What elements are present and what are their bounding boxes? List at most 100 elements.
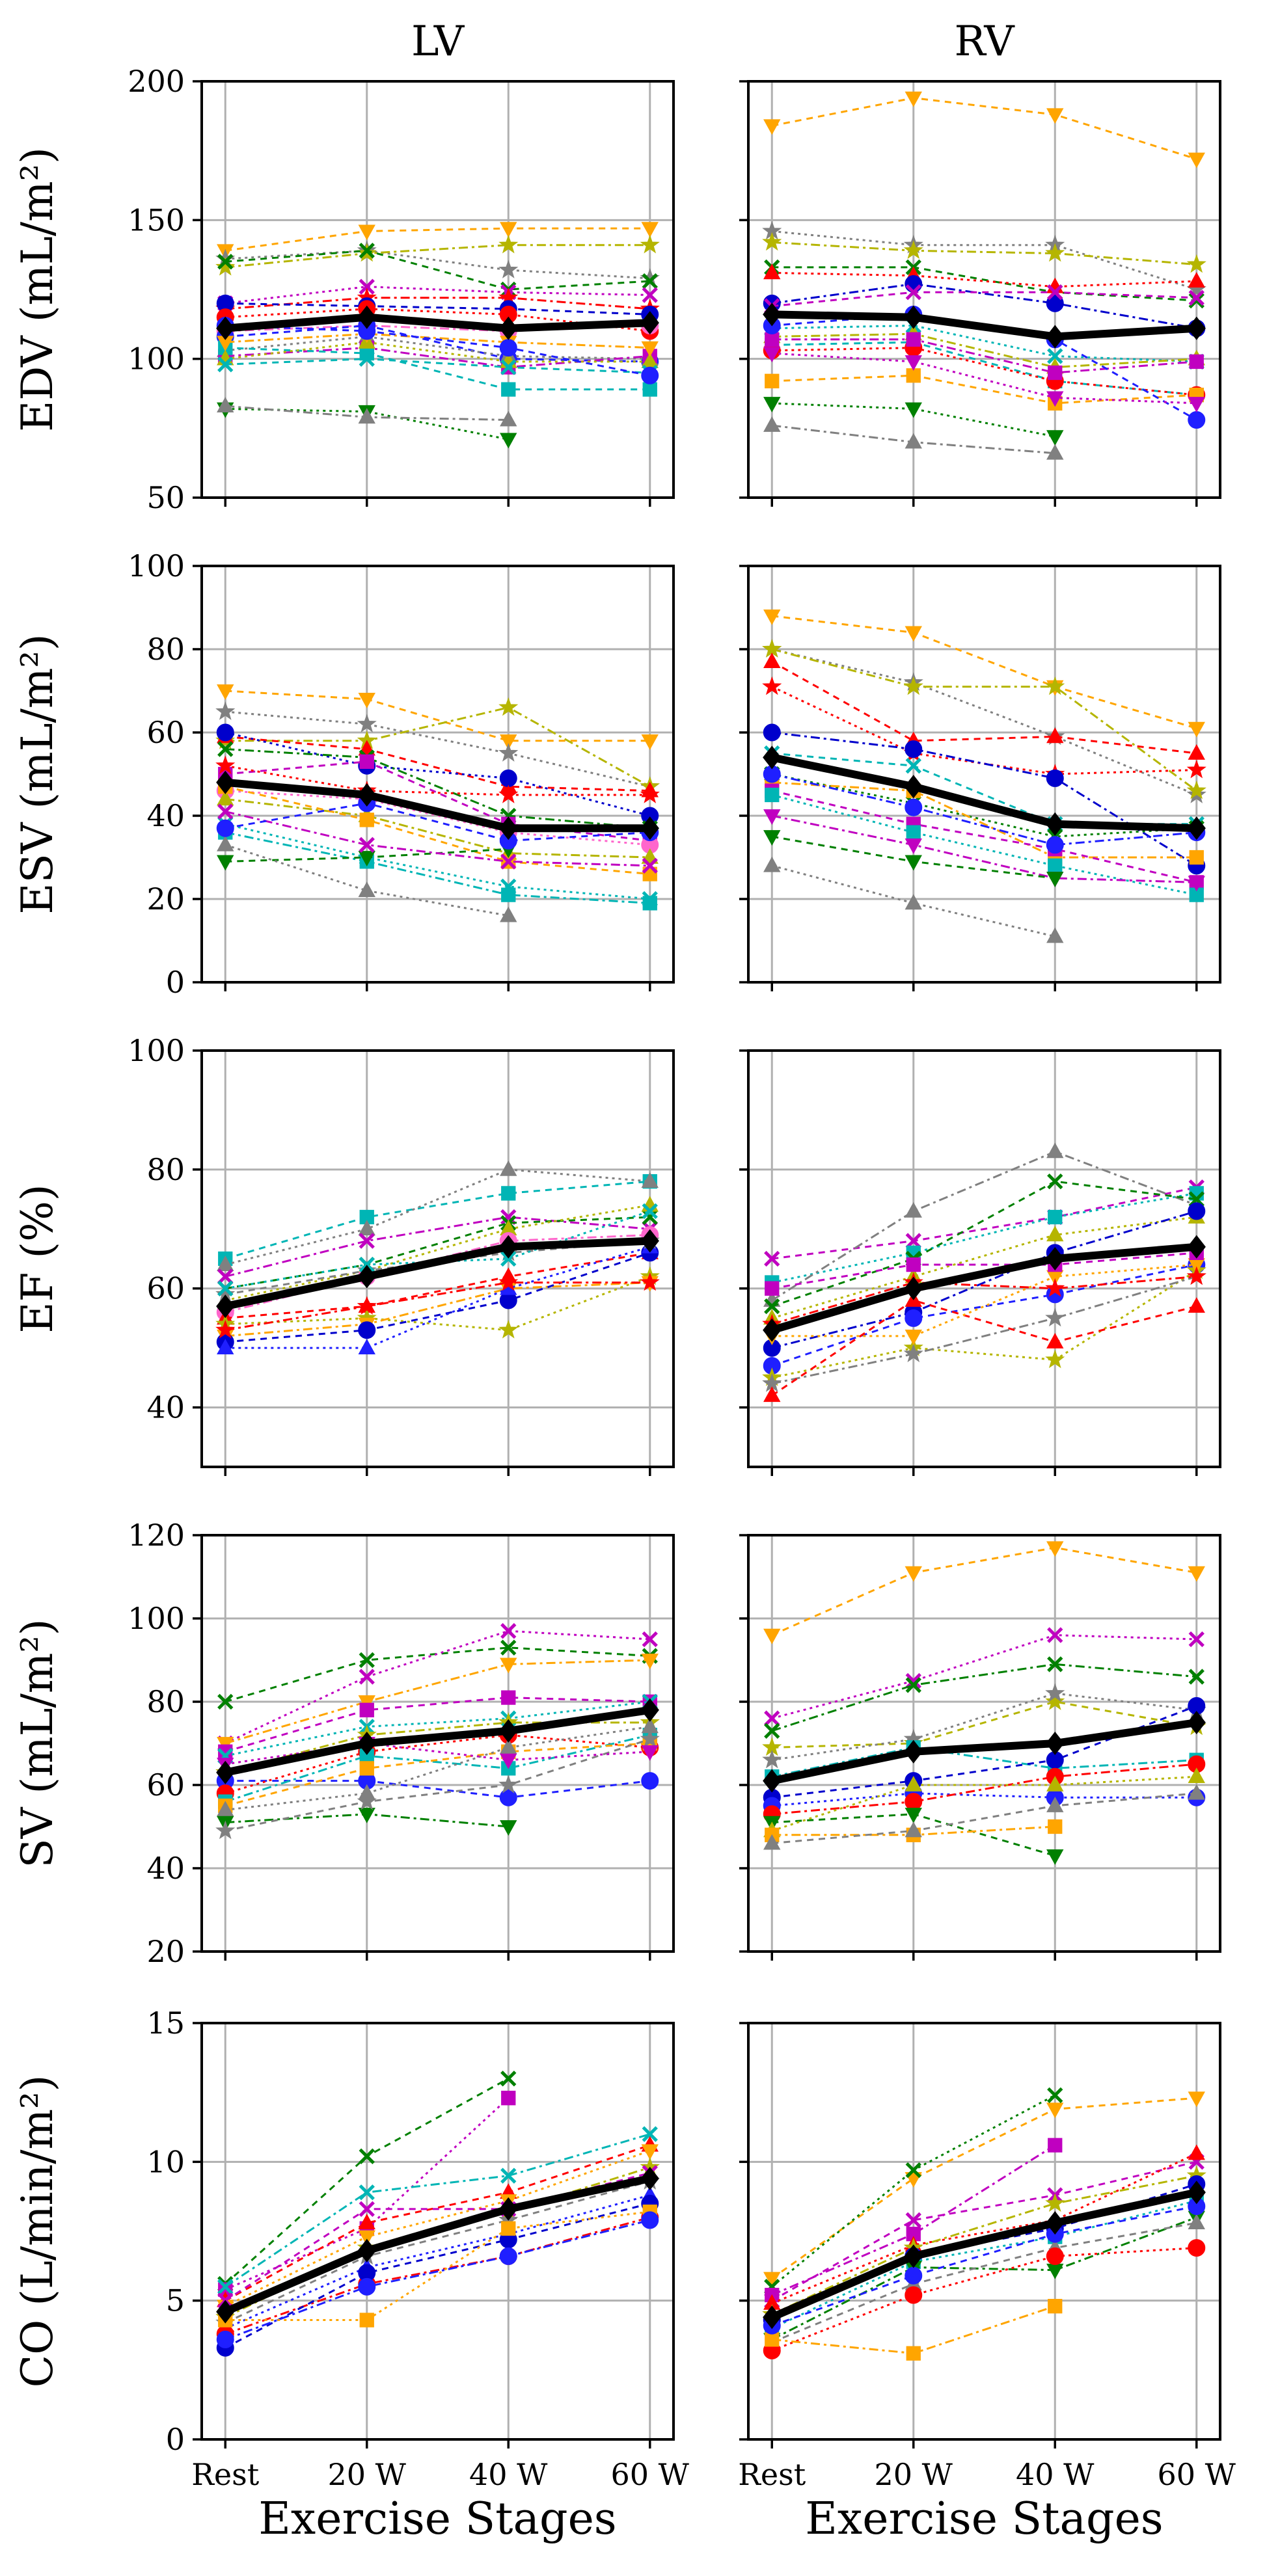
series-line — [225, 286, 650, 304]
series-point — [217, 1268, 234, 1285]
series-point — [358, 2277, 376, 2296]
series-line — [771, 686, 1197, 775]
y-axis-label: EDV (mL/m²) — [12, 147, 62, 432]
series-point — [357, 714, 377, 733]
series-line — [225, 347, 650, 391]
series-line — [225, 1697, 650, 1753]
series-point — [905, 740, 923, 758]
series-point — [498, 785, 519, 803]
series-point — [1046, 927, 1064, 943]
y-tick-label: 10 — [146, 2144, 185, 2179]
mean-point — [499, 1719, 518, 1743]
series-point — [905, 758, 921, 774]
series-line — [225, 1659, 650, 1745]
mean-line — [770, 1242, 1197, 1334]
series-point — [217, 790, 234, 806]
mean-point — [216, 2300, 235, 2324]
series-point — [762, 676, 782, 695]
mean-point — [1187, 816, 1206, 840]
mean-point — [357, 1731, 376, 1756]
mean-point — [1046, 2211, 1065, 2235]
series-line — [771, 648, 1197, 796]
series-point — [1188, 289, 1205, 306]
series-point — [359, 2313, 374, 2328]
series-point — [1046, 1849, 1064, 1865]
series-point — [216, 2330, 234, 2348]
series-point — [763, 2272, 781, 2288]
series-point — [905, 838, 922, 854]
series-point — [765, 332, 780, 347]
series-point — [217, 835, 234, 852]
series-line — [772, 402, 1055, 438]
series-line — [771, 1275, 1197, 1385]
series-line — [771, 1275, 1197, 1326]
axes-frame — [747, 2022, 1221, 2441]
mean-point — [357, 783, 376, 807]
series-line — [771, 2175, 1197, 2316]
series-line — [225, 790, 650, 846]
series-point — [217, 254, 234, 270]
series-point — [1045, 1308, 1065, 1327]
series-point — [1046, 108, 1064, 124]
series-point — [498, 697, 519, 716]
series-point — [905, 1793, 923, 1811]
series-point — [1188, 2239, 1206, 2257]
series-line — [225, 1725, 651, 1811]
series-point — [217, 855, 234, 871]
series-line — [225, 748, 650, 829]
series-point — [1186, 254, 1206, 273]
series-point — [501, 382, 516, 397]
series-point — [1188, 1631, 1205, 1648]
mean-point — [640, 1229, 659, 1253]
series-point — [1047, 348, 1063, 364]
series-point — [905, 1309, 923, 1327]
series-point — [217, 1255, 234, 1271]
series-point — [498, 260, 519, 278]
series-line — [771, 814, 1197, 883]
series-line — [771, 1210, 1197, 1349]
series-point — [905, 1677, 921, 1693]
series-point — [763, 723, 781, 742]
series-point — [764, 1250, 780, 1267]
series-point — [1046, 391, 1064, 407]
axes-frame — [200, 1534, 675, 1953]
series-point — [1046, 1142, 1064, 1159]
series-line — [225, 802, 650, 842]
series-point — [763, 416, 781, 432]
series-line — [772, 352, 1197, 405]
mean-line — [770, 2188, 1198, 2321]
series-point — [1188, 1784, 1205, 1800]
x-tick-label: 20 W — [328, 2457, 407, 2492]
series-line — [771, 1263, 1197, 1367]
mean-point — [216, 770, 235, 794]
series-line — [225, 2180, 651, 2324]
series-point — [762, 1749, 782, 1769]
series-point — [1046, 1775, 1064, 1791]
y-tick-label: 60 — [146, 715, 185, 750]
y-tick-label: 15 — [146, 2006, 185, 2041]
series-point — [906, 332, 921, 347]
series-line — [771, 773, 1197, 846]
mean-point — [357, 2238, 376, 2262]
series-line — [225, 1252, 651, 1319]
series-point — [498, 234, 519, 254]
series-line — [772, 374, 1197, 405]
series-line — [225, 1252, 651, 1343]
series-point — [1188, 272, 1205, 288]
y-axis-label: CO (L/min/m²) — [12, 2075, 62, 2388]
series-point — [1047, 1173, 1063, 1190]
series-point — [641, 2144, 659, 2160]
series-point — [1046, 836, 1064, 854]
series-point — [1046, 444, 1064, 460]
series-point — [1186, 759, 1206, 779]
series-line — [225, 2194, 651, 2329]
y-tick-label: 40 — [146, 1390, 185, 1425]
series-point — [359, 1761, 374, 1776]
series-point — [764, 1298, 780, 1315]
series-line — [225, 1742, 650, 1807]
panel-esv-lv: 0 20 40 60 80 100 ESV (mL/m²) — [12, 548, 675, 1000]
series-line — [772, 338, 1197, 374]
series-point — [358, 692, 375, 708]
panel-sv-lv: 20 40 60 80 100 120 SV (mL/m²) — [12, 1518, 675, 1969]
series-point — [1188, 152, 1205, 168]
